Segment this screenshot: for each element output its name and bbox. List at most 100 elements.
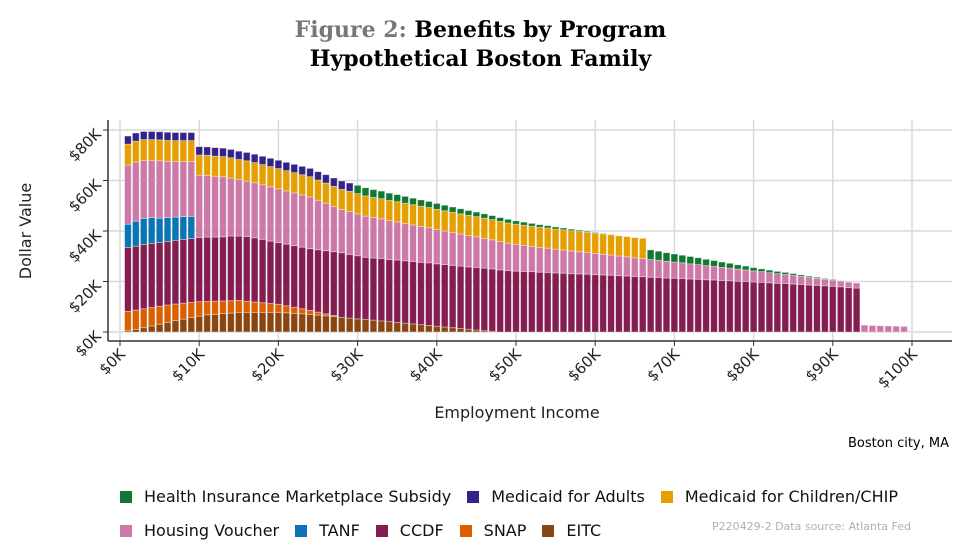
bar-segment-medicaid-for-children-chip <box>536 226 544 248</box>
bar-segment-eitc <box>282 312 291 333</box>
bar-segment-eitc <box>377 320 386 333</box>
bar-segment-housing-voucher <box>274 188 283 244</box>
bar-segment-medicaid-for-children-chip <box>211 155 219 177</box>
legend-item-snap[interactable]: SNAP <box>459 521 526 540</box>
bar-segment-medicaid-for-children-chip <box>425 207 433 229</box>
legend-item-housing-voucher[interactable]: Housing Voucher <box>120 521 279 540</box>
bar-segment-housing-voucher <box>425 227 433 264</box>
bar-segment-health-insurance-marketplace-subsidy <box>781 272 790 275</box>
bar-segment-medicaid-for-children-chip <box>401 202 409 224</box>
bar-segment-ccdf <box>844 287 853 333</box>
bar-segment-ccdf <box>551 272 560 333</box>
bar-segment-medicaid-for-children-chip <box>520 224 528 246</box>
bar-segment-ccdf <box>488 268 497 332</box>
bar-segment-housing-voucher <box>488 239 497 270</box>
bar-segment-ccdf <box>670 277 679 333</box>
x-tick-label: $60K <box>564 344 605 385</box>
bar-segment-ccdf <box>623 275 631 333</box>
bar-segment-ccdf <box>274 242 283 305</box>
bar-segment-ccdf <box>757 281 766 333</box>
bar-segment-tanf <box>187 215 196 239</box>
bar-segment-medicaid-for-children-chip <box>258 164 267 186</box>
bar-segment-health-insurance-marketplace-subsidy <box>702 258 710 266</box>
legend-swatch <box>542 524 555 537</box>
legend-label: Medicaid for Children/CHIP <box>684 487 898 506</box>
bar-segment-ccdf <box>211 236 219 302</box>
bar-segment-housing-voucher <box>464 235 473 268</box>
x-tick-label: $90K <box>802 344 843 385</box>
bar-segment-housing-voucher <box>448 232 457 266</box>
bar-segment-housing-voucher <box>670 261 679 279</box>
bar-segment-eitc <box>266 311 275 333</box>
chart-title: Benefits by Program <box>414 17 667 43</box>
bar-segment-snap <box>147 307 156 327</box>
bar-segment-medicaid-for-adults <box>258 155 267 165</box>
bar-segment-housing-voucher <box>472 236 481 268</box>
bar-segment-health-insurance-marketplace-subsidy <box>353 184 362 195</box>
bar-segment-eitc <box>433 325 441 333</box>
bar-segment-eitc <box>417 324 425 333</box>
legend-item-ccdf[interactable]: CCDF <box>375 521 444 540</box>
bar-segment-medicaid-for-children-chip <box>393 201 401 223</box>
bar-segment-medicaid-for-adults <box>124 135 132 145</box>
legend-item-tanf[interactable]: TANF <box>295 521 360 540</box>
bar-segment-eitc <box>147 325 156 333</box>
bar-segment-housing-voucher <box>242 180 251 237</box>
bar-segment-medicaid-for-children-chip <box>575 231 584 253</box>
x-tick-label: $70K <box>643 344 684 385</box>
bar-segment-ccdf <box>678 278 687 333</box>
y-tick-label: $80K <box>65 124 106 165</box>
bar-segment-housing-voucher <box>583 252 592 275</box>
bar-segment-ccdf <box>631 276 639 333</box>
bar-segment-eitc <box>187 317 196 333</box>
bar-segment-medicaid-for-children-chip <box>456 213 465 235</box>
bar-segment-ccdf <box>219 236 227 302</box>
bar-segment-medicaid-for-children-chip <box>480 217 489 239</box>
bar-segment-snap <box>171 303 180 322</box>
bar-segment-eitc <box>163 321 172 333</box>
legend-row-1: Health Insurance Marketplace Subsidy Medi… <box>120 487 914 506</box>
bar-segment-housing-voucher <box>884 325 893 333</box>
bar-segment-tanf <box>132 220 140 247</box>
bar-segment-eitc <box>235 311 243 333</box>
bar-segment-ccdf <box>496 269 504 333</box>
legend-item-eitc[interactable]: EITC <box>542 521 601 540</box>
bar-segment-health-insurance-marketplace-subsidy <box>741 265 750 271</box>
bar-segment-snap <box>258 302 267 313</box>
bar-segment-housing-voucher <box>282 190 291 245</box>
bar-segment-medicaid-for-adults <box>203 146 211 156</box>
bar-segment-medicaid-for-children-chip <box>377 198 386 220</box>
legend-item-medicaid-for-adults[interactable]: Medicaid for Adults <box>467 487 645 506</box>
bar-segment-ccdf <box>377 258 386 322</box>
bar-segment-health-insurance-marketplace-subsidy <box>646 249 655 260</box>
bar-segment-eitc <box>290 312 299 333</box>
bar-segment-eitc <box>314 314 322 333</box>
bar-segment-medicaid-for-children-chip <box>155 139 164 162</box>
x-tick-label: $10K <box>168 344 209 385</box>
bar-segment-ccdf <box>734 280 742 333</box>
bar-segment-health-insurance-marketplace-subsidy <box>591 232 599 234</box>
bar-segment-medicaid-for-children-chip <box>353 193 362 215</box>
bar-segment-ccdf <box>607 274 615 333</box>
bar-segment-housing-voucher <box>361 215 370 258</box>
bar-segment-housing-voucher <box>829 279 837 287</box>
legend-label: CCDF <box>399 521 444 540</box>
bar-segment-eitc <box>179 318 188 333</box>
bar-segment-snap <box>163 304 172 323</box>
bar-segment-eitc <box>298 313 306 333</box>
legend-item-health-insurance-marketplace-subsidy[interactable]: Health Insurance Marketplace Subsidy <box>120 487 451 506</box>
bar-segment-eitc <box>171 320 180 333</box>
bar-segment-medicaid-for-children-chip <box>496 221 504 243</box>
bar-segment-housing-voucher <box>718 266 726 281</box>
bar-segment-medicaid-for-children-chip <box>306 176 314 198</box>
bar-segment-housing-voucher <box>900 326 908 333</box>
legend-item-medicaid-for-children-chip[interactable]: Medicaid for Children/CHIP <box>660 487 898 506</box>
bar-segment-tanf <box>147 217 156 244</box>
bar-segment-health-insurance-marketplace-subsidy <box>718 261 726 268</box>
bar-segment-medicaid-for-adults <box>345 182 354 192</box>
x-tick-label: $50K <box>485 344 526 385</box>
x-axis-title: Employment Income <box>434 403 599 422</box>
bar-segment-medicaid-for-children-chip <box>472 216 481 238</box>
bar-segment-medicaid-for-children-chip <box>250 162 259 184</box>
bar-segment-ccdf <box>480 267 489 332</box>
